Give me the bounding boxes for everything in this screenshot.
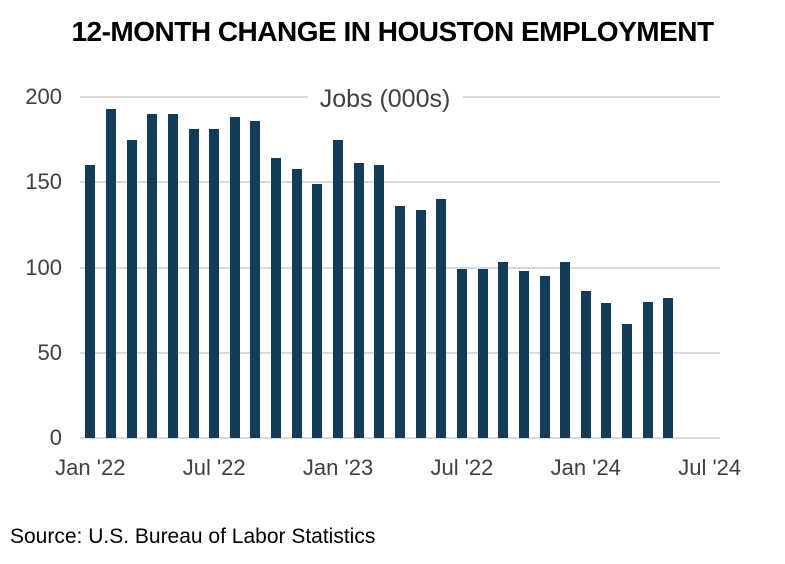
bar-feb-23: [353, 163, 364, 438]
bar-mar-23: [374, 165, 385, 438]
bar-sep-23: [498, 262, 509, 438]
x-axis-tick-label: Jan '22: [55, 455, 126, 480]
bar-jan-22: [85, 165, 96, 438]
gridline: [80, 181, 720, 184]
chart-subtitle: Jobs (000s): [307, 85, 463, 113]
bar-feb-24: [601, 303, 612, 438]
bar-feb-22: [105, 108, 116, 438]
bar-may-23: [415, 209, 426, 438]
bar-mar-22: [126, 139, 137, 438]
bar-jan-24: [580, 291, 591, 438]
x-axis-tick-label: Jul '24: [678, 455, 742, 480]
y-axis-tick-label: 50: [37, 339, 62, 365]
chart-title: 12-MONTH CHANGE IN HOUSTON EMPLOYMENT: [71, 16, 714, 47]
bar-apr-22: [147, 114, 158, 438]
bar-dec-23: [560, 262, 571, 438]
x-axis-tick-label: Jul '22: [182, 455, 246, 480]
bar-may-24: [663, 298, 674, 438]
bar-apr-24: [642, 301, 653, 438]
bar-jun-23: [436, 199, 447, 438]
bar-aug-22: [229, 117, 240, 438]
bar-may-22: [167, 114, 178, 438]
y-axis-tick-label: 200: [25, 84, 62, 109]
bar-oct-23: [518, 270, 529, 438]
bar-sep-22: [250, 120, 261, 438]
bar-jan-23: [333, 139, 344, 438]
x-axis-tick-label: Jul '22: [430, 455, 494, 480]
y-axis-tick-label: 150: [25, 169, 62, 195]
bar-apr-23: [395, 206, 405, 438]
bar-dec-22: [312, 183, 323, 438]
bar-jun-22: [188, 129, 199, 438]
bar-mar-24: [622, 323, 633, 438]
bar-nov-22: [291, 168, 302, 438]
y-axis-tick-label: 100: [25, 254, 62, 280]
y-axis-tick-label: 0: [49, 425, 62, 450]
gridline: [80, 437, 720, 439]
x-axis-tick-label: Jan '24: [550, 455, 621, 480]
x-axis-tick-label: Jan '23: [302, 455, 374, 480]
bar-nov-23: [539, 276, 550, 438]
bar-oct-22: [271, 158, 282, 438]
bar-jul-23: [456, 269, 467, 438]
bar-jul-22: [209, 129, 220, 438]
source-note: Source: U.S. Bureau of Labor Statistics: [10, 525, 376, 548]
bar-aug-23: [477, 269, 488, 438]
